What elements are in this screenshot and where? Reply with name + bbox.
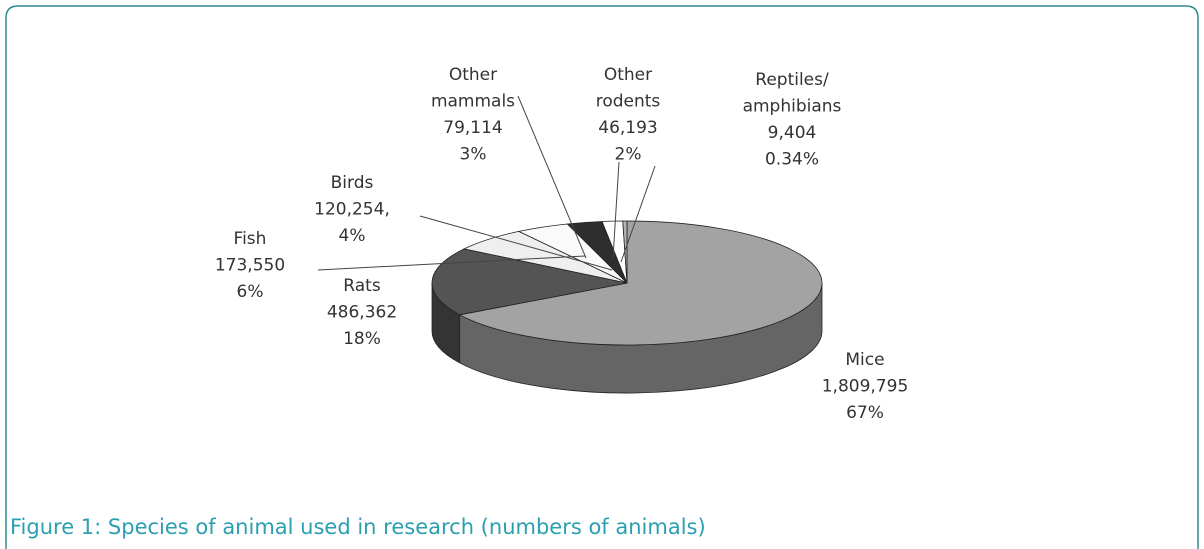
category-line: amphibians [743,97,842,117]
leader-line [419,215,613,271]
slice [431,248,628,316]
category-line: Other [604,65,652,85]
value-label: 79,114 [443,118,502,138]
category-label: Mice [845,350,884,370]
category-line: Reptiles/ [755,70,829,90]
leader-line [612,161,620,259]
percent-label: 2% [615,145,642,165]
category-label: Rats [343,276,381,296]
category-label: Other rodents [596,65,661,112]
category-label: Other mammals [431,65,515,112]
category-line: mammals [431,92,515,112]
category-line: rodents [596,92,661,112]
percent-label: 6% [237,282,264,302]
percent-label: 18% [343,329,381,349]
frame [5,5,1199,549]
category-label: Birds [331,173,374,193]
percent-label: 67% [846,403,884,423]
percent-label: 0.34% [765,150,819,170]
value-label: 120,254, [314,200,390,220]
category-line: Other [449,65,497,85]
slice [458,220,823,346]
category-label: Fish [234,229,267,249]
labels: Mice 1,809,795 67% Rats 486,362 18% Fish 173,55… [215,65,908,423]
caption: Figure 1: Species of animal used in rese… [10,515,706,539]
leader-line [620,165,656,263]
leader-line [517,95,587,259]
percent-label: 3% [460,145,487,165]
value-label: 46,193 [598,118,657,138]
value-label: 173,550 [215,256,285,276]
category-label: Reptiles/amphibians [743,70,842,117]
leader-line [317,255,586,271]
value-label: 1,809,795 [822,377,909,397]
value-label: 9,404 [768,123,817,143]
percent-label: 4% [339,226,366,246]
pie [431,220,823,394]
value-label: 486,362 [327,303,397,323]
